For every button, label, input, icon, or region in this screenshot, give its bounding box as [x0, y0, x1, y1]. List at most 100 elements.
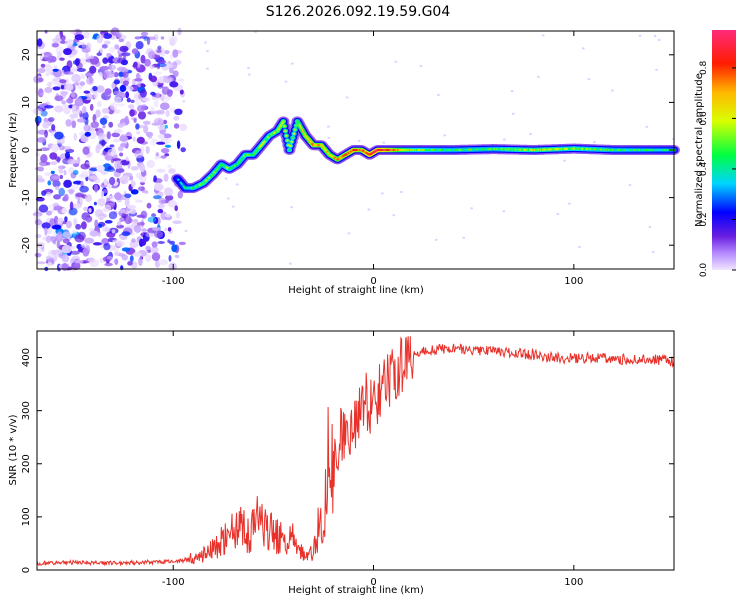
noise-blob: [108, 211, 118, 220]
noise-blob: [178, 241, 186, 246]
noise-blob: [157, 63, 167, 68]
noise-blob: [75, 58, 80, 67]
noise-blob: [59, 57, 65, 61]
noise-blob: [172, 49, 179, 58]
noise-blob: [164, 187, 173, 197]
noise-blob: [99, 66, 110, 71]
noise-speck: [610, 89, 614, 92]
noise-blob: [93, 177, 100, 184]
noise-blob: [63, 179, 72, 188]
noise-blob: [37, 137, 47, 143]
noise-blob: [136, 105, 145, 113]
noise-blob: [168, 168, 176, 174]
noise-blob: [51, 77, 61, 86]
noise-blob: [172, 220, 182, 224]
noise-blob: [109, 47, 116, 53]
noise-blob: [75, 223, 82, 230]
noise-blob: [51, 143, 59, 153]
noise-speck: [443, 134, 447, 137]
noise-blob: [136, 221, 145, 226]
noise-blob: [144, 190, 149, 194]
noise-speck: [537, 75, 540, 78]
noise-blob: [125, 91, 130, 99]
snr-y-axis-label: SNR (10 * v/v): [8, 414, 19, 485]
noise-blob: [164, 228, 168, 231]
noise-blob: [180, 147, 186, 153]
noise-speck: [587, 78, 591, 81]
noise-blob: [37, 67, 46, 74]
noise-blob: [95, 128, 99, 132]
noise-blob: [149, 75, 158, 83]
noise-blob: [133, 118, 137, 123]
noise-blob: [132, 252, 142, 257]
noise-blob: [130, 99, 135, 104]
y-tick-label: 200: [21, 454, 32, 473]
noise-blob: [169, 81, 179, 88]
noise-blob: [57, 217, 64, 224]
noise-blob: [129, 240, 139, 248]
noise-blob: [121, 231, 131, 237]
noise-blob: [63, 106, 71, 115]
noise-blob: [164, 153, 170, 157]
noise-speck: [347, 232, 351, 235]
noise-blob: [140, 54, 146, 64]
noise-blob: [151, 96, 157, 101]
noise-blob: [74, 234, 85, 243]
noise-blob: [126, 97, 131, 103]
noise-blob: [104, 220, 113, 224]
y-tick-label: 100: [21, 507, 32, 526]
noise-blob: [65, 83, 74, 91]
noise-blob: [164, 213, 171, 218]
noise-blob: [151, 252, 161, 261]
ridge-cell: [284, 129, 287, 133]
noise-blob: [124, 197, 130, 207]
noise-blob: [144, 58, 151, 67]
noise-blob: [46, 262, 53, 267]
noise-speck: [655, 68, 658, 71]
snr-y-ticks: 0 100 200 300 400: [21, 348, 674, 573]
spectrogram-noise-blobs: [32, 27, 675, 272]
noise-blob: [93, 201, 97, 206]
noise-blob: [130, 166, 139, 171]
noise-blob: [85, 42, 92, 51]
noise-blob: [44, 129, 48, 138]
noise-speck: [290, 206, 293, 209]
noise-blob: [41, 222, 51, 229]
ridge-cell: [295, 124, 298, 127]
noise-blob: [167, 227, 172, 232]
noise-blob: [160, 36, 165, 40]
noise-blob: [130, 189, 139, 195]
noise-blob: [61, 263, 68, 271]
noise-blob: [119, 135, 128, 142]
noise-blob: [138, 94, 142, 100]
noise-blob: [121, 254, 128, 261]
spectrogram-y-ticks: -20 -10 0 10 20: [21, 48, 674, 253]
noise-blob: [47, 180, 52, 186]
noise-speck: [502, 138, 506, 141]
noise-blob: [173, 123, 180, 129]
noise-blob: [101, 33, 105, 38]
noise-blob: [44, 105, 54, 109]
noise-blob: [97, 197, 106, 207]
noise-blob: [71, 105, 75, 114]
noise-blob: [117, 57, 127, 64]
noise-speck: [568, 202, 571, 205]
noise-blob: [35, 152, 41, 157]
noise-blob: [85, 216, 92, 223]
ridge-cell: [288, 148, 291, 152]
noise-blob: [36, 261, 46, 265]
noise-blob: [117, 32, 123, 38]
noise-speck: [502, 210, 506, 213]
noise-speck: [651, 250, 655, 253]
noise-blob: [69, 29, 77, 34]
noise-blob: [89, 103, 94, 111]
noise-blob: [118, 38, 125, 43]
noise-blob: [164, 144, 172, 148]
noise-blob: [35, 234, 42, 239]
y-tick-label: 0: [21, 147, 32, 153]
noise-blob: [73, 203, 82, 209]
noise-blob: [112, 138, 121, 143]
noise-blob: [114, 44, 120, 50]
noise-blob: [119, 209, 127, 214]
